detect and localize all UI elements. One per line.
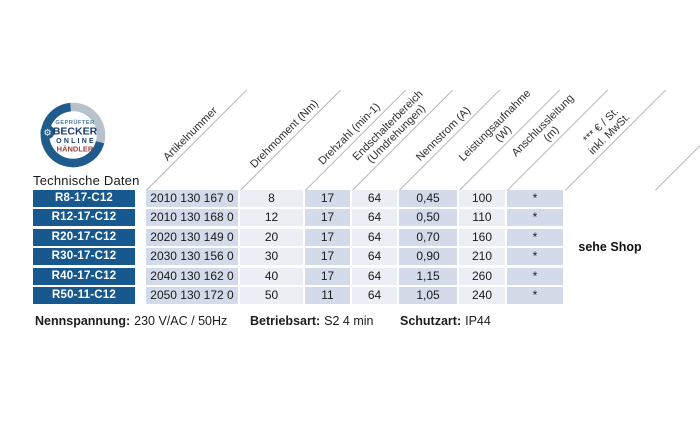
cell-drehzahl: 11 <box>305 287 350 304</box>
badge-line-haendler: HÄNDLER <box>57 145 94 154</box>
cell-drehzahl: 17 <box>305 267 350 285</box>
cell-drehmoment: 20 <box>240 228 303 246</box>
badge-line-gepruefter: GEPRÜFTER <box>55 119 95 126</box>
cell-model: R20-17-C12 <box>33 228 135 246</box>
cell-endschalterbereich: 64 <box>352 267 397 285</box>
cell-model: R8-17-C12 <box>33 190 135 207</box>
spec-label: Nennspannung: <box>35 314 131 328</box>
cell-nennstrom: 1,15 <box>399 267 457 285</box>
cell-endschalterbereich: 64 <box>352 287 397 304</box>
column-header-label: Artikelnummer <box>161 104 220 164</box>
table-row: R8-17-C12 2010 130 167 0 8 17 64 0,45 10… <box>0 190 700 207</box>
cell-artikelnummer: 2050 130 172 0 <box>146 287 238 304</box>
cell-drehzahl: 17 <box>305 248 350 266</box>
header-diagonal-line <box>655 89 700 191</box>
cell-model: R30-17-C12 <box>33 248 135 266</box>
cell-anschlussleitung: * <box>507 228 563 246</box>
badge-graphic: ⚙ GEPRÜFTER BECKER ONLINE HÄNDLER <box>40 102 106 168</box>
spec-label: Schutzart: <box>400 314 462 328</box>
cell-artikelnummer: 2030 130 156 0 <box>146 248 238 266</box>
cell-drehmoment: 30 <box>240 248 303 266</box>
cell-nennstrom: 0,45 <box>399 190 457 207</box>
cell-drehmoment: 50 <box>240 287 303 304</box>
cell-anschlussleitung: * <box>507 287 563 304</box>
spec-betriebsart: Betriebsart: S2 4 min <box>250 314 374 328</box>
cell-leistungsaufnahme: 260 <box>459 267 505 285</box>
column-header-drehmoment: Drehmoment (Nm) <box>240 89 342 191</box>
becker-haendler-badge: ⚙ GEPRÜFTER BECKER ONLINE HÄNDLER <box>39 101 107 169</box>
section-title: Technische Daten <box>33 173 140 188</box>
cell-drehmoment: 40 <box>240 267 303 285</box>
cell-leistungsaufnahme: 110 <box>459 209 505 227</box>
table-row: R20-17-C12 2020 130 149 0 20 17 64 0,70 … <box>0 228 700 246</box>
cell-drehmoment: 8 <box>240 190 303 207</box>
cell-leistungsaufnahme: 160 <box>459 228 505 246</box>
cell-model: R50-11-C12 <box>33 287 135 304</box>
cell-endschalterbereich: 64 <box>352 190 397 207</box>
spec-value: S2 4 min <box>324 314 374 328</box>
cell-drehzahl: 17 <box>305 209 350 227</box>
table-row: R30-17-C12 2030 130 156 0 30 17 64 0,90 … <box>0 248 700 266</box>
shop-note: sehe Shop <box>578 240 642 254</box>
spec-nennspannung: Nennspannung: 230 V/AC / 50Hz <box>35 314 227 328</box>
cell-anschlussleitung: * <box>507 209 563 227</box>
cell-nennstrom: 0,90 <box>399 248 457 266</box>
spec-label: Betriebsart: <box>250 314 321 328</box>
cell-drehzahl: 17 <box>305 228 350 246</box>
cell-nennstrom: 0,70 <box>399 228 457 246</box>
badge-line-becker: BECKER <box>53 126 98 138</box>
cell-artikelnummer: 2040 130 162 0 <box>146 267 238 285</box>
cell-drehzahl: 17 <box>305 190 350 207</box>
table-row: R50-11-C12 2050 130 172 0 50 11 64 1,05 … <box>0 287 700 304</box>
cell-artikelnummer: 2010 130 167 0 <box>146 190 238 207</box>
table-row: R40-17-C12 2040 130 162 0 40 17 64 1,15 … <box>0 267 700 285</box>
cell-model: R40-17-C12 <box>33 267 135 285</box>
cell-artikelnummer: 2020 130 149 0 <box>146 228 238 246</box>
cell-model: R12-17-C12 <box>33 209 135 227</box>
cell-leistungsaufnahme: 210 <box>459 248 505 266</box>
cell-anschlussleitung: * <box>507 248 563 266</box>
spec-value: IP44 <box>465 314 491 328</box>
cell-leistungsaufnahme: 240 <box>459 287 505 304</box>
cell-endschalterbereich: 64 <box>352 228 397 246</box>
column-header-artikelnummer: Artikelnummer <box>146 89 248 191</box>
table-row: R12-17-C12 2010 130 168 0 12 17 64 0,50 … <box>0 209 700 227</box>
cell-leistungsaufnahme: 100 <box>459 190 505 207</box>
cell-anschlussleitung: * <box>507 267 563 285</box>
cell-artikelnummer: 2010 130 168 0 <box>146 209 238 227</box>
spec-schutzart: Schutzart: IP44 <box>400 314 491 328</box>
badge-gear-disc <box>40 125 55 139</box>
cell-nennstrom: 1,05 <box>399 287 457 304</box>
gear-icon: ⚙ <box>43 128 51 138</box>
cell-endschalterbereich: 64 <box>352 248 397 266</box>
cell-endschalterbereich: 64 <box>352 209 397 227</box>
spec-value: 230 V/AC / 50Hz <box>134 314 228 328</box>
cell-drehmoment: 12 <box>240 209 303 227</box>
cell-anschlussleitung: * <box>507 190 563 207</box>
badge-line-online: ONLINE <box>56 138 96 145</box>
cell-nennstrom: 0,50 <box>399 209 457 227</box>
